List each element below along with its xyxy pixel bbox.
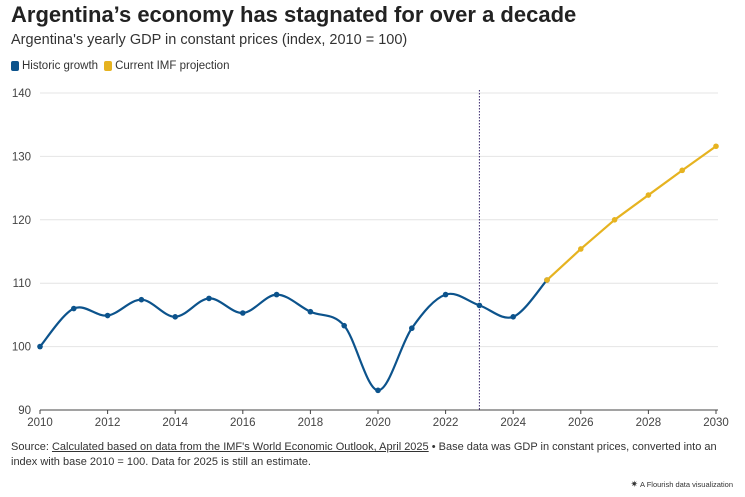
x-tick-label: 2020: [365, 417, 391, 429]
x-tick-label: 2024: [500, 417, 526, 429]
series-line-historic: [38, 278, 549, 392]
data-point-projection: [578, 246, 584, 252]
chart-subtitle: Argentina's yearly GDP in constant price…: [11, 32, 408, 48]
x-tick-label: 2012: [95, 417, 121, 429]
data-point-projection: [611, 217, 618, 223]
legend-item-projection[interactable]: Current IMF projection: [104, 60, 229, 72]
x-tick-label: 2014: [162, 417, 188, 429]
data-point-historic: [442, 291, 449, 298]
data-point-historic: [240, 310, 246, 316]
source-rest: • Base data was GDP in constant prices, …: [11, 441, 717, 468]
source-link[interactable]: Calculated based on data from the IMF's …: [51, 441, 429, 453]
legend-swatch-historic: [11, 61, 19, 71]
data-point-historic: [172, 314, 178, 320]
data-point-historic: [476, 302, 483, 309]
x-tick-label: 2026: [568, 417, 594, 429]
y-tick-label: 140: [12, 88, 31, 100]
data-point-historic: [37, 343, 43, 350]
flourish-icon: ✷: [630, 479, 639, 489]
data-point-historic: [341, 322, 348, 329]
data-point-historic: [104, 312, 111, 319]
data-point-projection: [679, 167, 685, 174]
data-point-projection: [713, 143, 719, 150]
x-tick-label: 2030: [703, 417, 729, 429]
y-tick-label: 120: [12, 215, 31, 227]
data-point-historic: [307, 308, 314, 315]
x-tick-label: 2028: [636, 417, 662, 429]
legend-label-projection: Current IMF projection: [115, 60, 230, 72]
data-point-historic: [206, 295, 212, 302]
y-tick-label: 130: [12, 151, 31, 163]
source-prefix: Source:: [11, 441, 52, 453]
data-point-historic: [273, 291, 280, 298]
flourish-credit[interactable]: ✷ A Flourish data visualization: [630, 479, 733, 490]
legend: Historic growth Current IMF projection: [11, 60, 235, 72]
x-tick-label: 2016: [230, 417, 256, 429]
line-chart: 90 100 110 120 130 140 2010 2012 2014 2016 2018 202…: [12, 88, 729, 429]
y-tick-label: 110: [13, 278, 31, 290]
data-point-historic: [375, 387, 381, 394]
data-point-historic: [71, 305, 77, 312]
data-point-historic: [138, 296, 145, 303]
y-tick-label: 100: [12, 342, 31, 354]
data-point-projection: [645, 192, 652, 198]
chart-title: Argentina’s economy has stagnated for ov…: [11, 2, 577, 27]
legend-label-historic: Historic growth: [22, 60, 99, 72]
x-tick-label: 2010: [27, 417, 53, 429]
data-point-historic: [510, 314, 516, 320]
legend-swatch-projection: [104, 61, 113, 71]
flourish-credit-label: A Flourish data visualization: [640, 480, 733, 489]
series-line-projection: [545, 145, 718, 282]
x-tick-label: 2018: [298, 417, 324, 429]
data-point-projection: [544, 277, 550, 283]
legend-item-historic[interactable]: Historic growth: [11, 60, 98, 72]
x-tick-label: 2022: [433, 417, 459, 429]
source-note: Source: Calculated based on data from th…: [11, 440, 736, 469]
data-point-historic: [409, 325, 415, 332]
y-tick-label: 90: [18, 405, 31, 417]
